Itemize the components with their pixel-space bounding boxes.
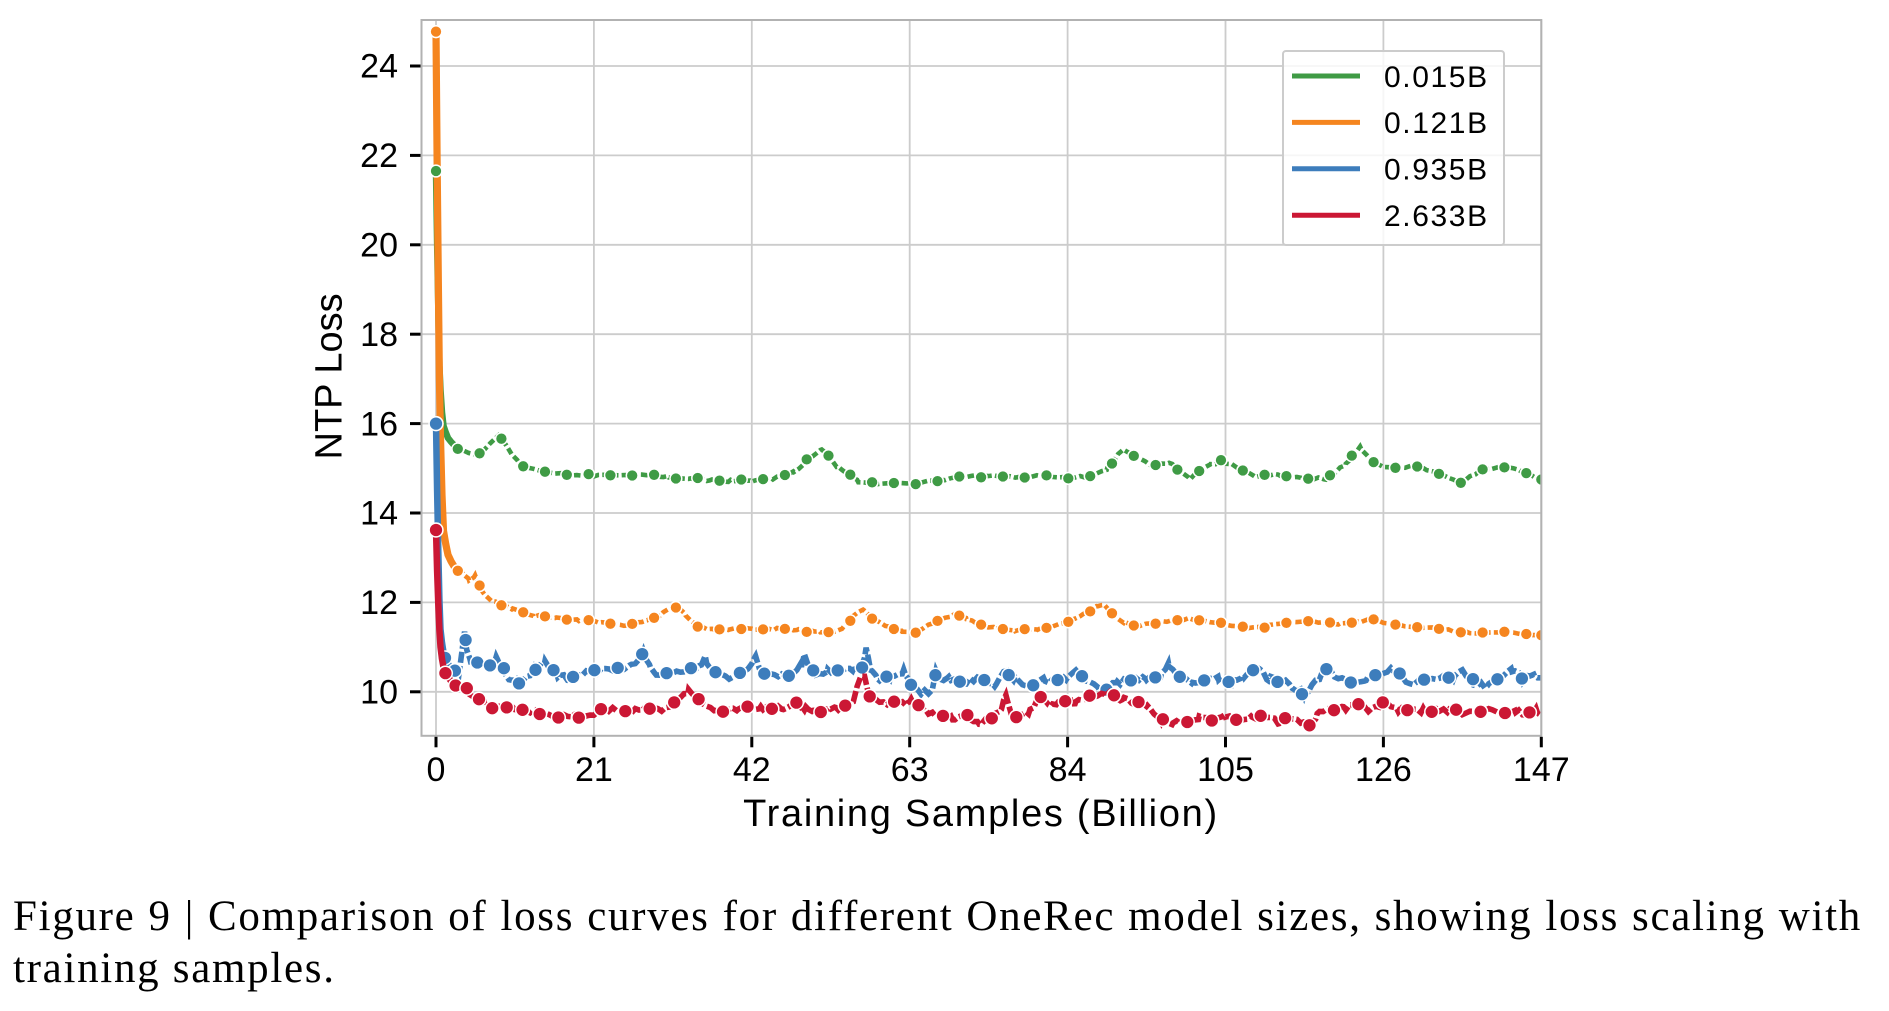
svg-text:22: 22 [360, 137, 398, 175]
svg-text:126: 126 [1355, 751, 1412, 789]
svg-text:0: 0 [427, 751, 446, 789]
svg-text:21: 21 [575, 751, 613, 789]
svg-text:147: 147 [1513, 751, 1570, 789]
svg-text:2.633B: 2.633B [1384, 200, 1489, 233]
svg-text:24: 24 [360, 48, 398, 86]
svg-text:63: 63 [891, 751, 929, 789]
svg-text:0.121B: 0.121B [1384, 107, 1489, 140]
svg-text:NTP Loss: NTP Loss [309, 293, 351, 459]
svg-text:84: 84 [1049, 751, 1087, 789]
svg-text:20: 20 [360, 227, 398, 265]
svg-text:105: 105 [1197, 751, 1254, 789]
svg-text:10: 10 [360, 674, 398, 712]
svg-text:0.935B: 0.935B [1384, 154, 1489, 187]
svg-text:14: 14 [360, 495, 398, 533]
svg-text:42: 42 [733, 751, 771, 789]
svg-text:16: 16 [360, 405, 398, 443]
svg-text:0.015B: 0.015B [1384, 61, 1489, 94]
svg-text:12: 12 [360, 584, 398, 622]
svg-text:Training Samples (Billion): Training Samples (Billion) [743, 793, 1219, 835]
svg-text:18: 18 [360, 316, 398, 354]
